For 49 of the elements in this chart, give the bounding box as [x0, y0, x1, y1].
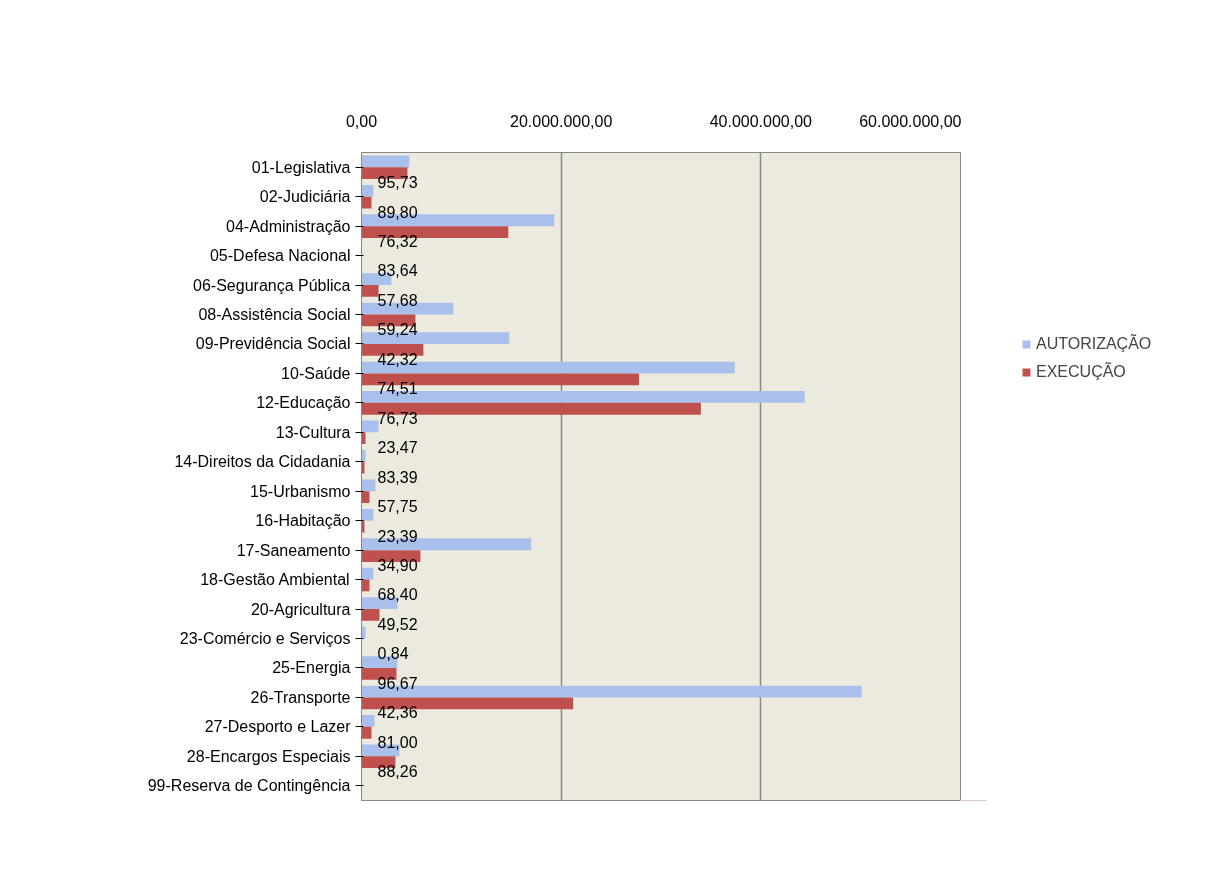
x-tick-label: 0,00 — [345, 112, 378, 130]
legend-label: EXECUÇÃO — [1036, 363, 1126, 381]
y-tick-label: 20-Agricultura — [250, 600, 351, 618]
y-tick-label: 26-Transporte — [250, 688, 351, 706]
x-tick-label: 40.000.000,00 — [709, 112, 813, 130]
y-tick-label: 08-Assistência Social — [198, 306, 351, 323]
annotation: 96,67 — [377, 674, 418, 692]
y-tick-label: 25-Energia — [272, 659, 351, 677]
y-tick-label: 13-Cultura — [275, 423, 351, 441]
annotation: 81,00 — [377, 733, 418, 751]
annotation: 88,26 — [377, 763, 418, 781]
annotation: 68,40 — [377, 586, 418, 604]
y-tick-label: 04-Administração — [226, 217, 351, 235]
y-tick-label: 17-Saneamento — [236, 541, 351, 559]
y-tick-label: 10-Saúde — [281, 364, 351, 382]
annotation: 34,90 — [377, 557, 418, 575]
annotation: 42,32 — [377, 350, 418, 368]
y-tick-label: 27-Desporto e Lazer — [204, 718, 352, 736]
y-tick-label: 99-Reserva de Contingência — [147, 777, 351, 795]
legend-label: AUTORIZAÇÃO — [1036, 335, 1152, 353]
y-tick-label: 15-Urbanismo — [250, 482, 351, 500]
annotation: 57,68 — [377, 291, 418, 309]
y-tick-label: 01-Legislativa — [251, 158, 351, 176]
annotation: 74,51 — [377, 380, 418, 398]
y-tick-label: 16-Habitação — [255, 512, 351, 530]
annotation: 0,84 — [377, 645, 409, 663]
annotation: 57,75 — [377, 498, 418, 516]
annotation: 23,47 — [377, 439, 418, 457]
y-tick-label: 09-Previdência Social — [195, 335, 351, 353]
y-tick-label: 14-Direitos da Cidadania — [174, 453, 351, 471]
x-tick-label: 60.000.000,00 — [859, 112, 962, 130]
y-tick-label: 12-Educação — [256, 394, 351, 412]
annotation: 95,73 — [377, 174, 418, 192]
y-tick-label: 28-Encargos Especiais — [186, 747, 351, 765]
annotation: 83,64 — [377, 262, 418, 280]
annotation: 23,39 — [377, 527, 418, 545]
y-tick-label: 05-Defesa Nacional — [209, 247, 351, 265]
x-tick-label: 20.000.000,00 — [510, 112, 613, 130]
annotation: 89,80 — [377, 203, 418, 221]
annotation: 42,36 — [377, 704, 418, 722]
y-tick-label: 02-Judiciária — [259, 188, 351, 206]
y-tick-label: 23-Comércio e Serviços — [179, 630, 351, 647]
y-tick-label: 18-Gestão Ambiental — [200, 571, 350, 589]
annotation: 49,52 — [377, 615, 418, 633]
annotation: 76,32 — [377, 233, 418, 251]
annotation: 59,24 — [377, 321, 418, 339]
annotation: 83,39 — [377, 468, 418, 486]
annotation: 76,73 — [377, 409, 418, 427]
y-tick-label: 06-Segurança Pública — [193, 276, 351, 294]
